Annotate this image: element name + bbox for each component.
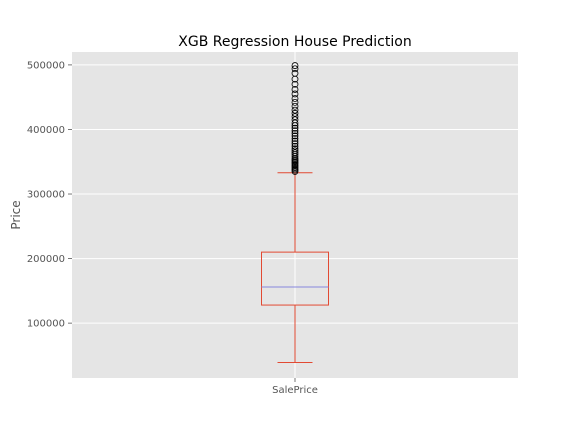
y-tick-label: 100000 [27, 319, 65, 330]
outlier-point [291, 145, 299, 153]
outlier-point [291, 149, 299, 157]
outlier-point [291, 116, 299, 124]
outlier-point [291, 137, 299, 145]
x-axis-ticks: SalePrice [272, 378, 318, 396]
outlier-point [291, 62, 299, 69]
outlier-point [291, 132, 299, 140]
outlier-point [291, 127, 299, 135]
y-tick-label: 500000 [27, 60, 65, 71]
outlier-point [291, 80, 299, 88]
outlier-point [291, 86, 299, 93]
outlier-point [291, 119, 299, 127]
chart-title: XGB Regression House Prediction [178, 34, 411, 50]
outlier-point [291, 142, 299, 150]
outlier-point [291, 140, 299, 148]
outlier-point [291, 129, 299, 137]
outlier-point [291, 102, 299, 110]
y-tick-label: 400000 [27, 125, 65, 136]
x-tick-label: SalePrice [272, 385, 318, 396]
outlier-point [291, 65, 299, 73]
boxplot [261, 172, 329, 364]
outlier-point [291, 147, 299, 155]
outlier-point [291, 90, 299, 98]
outlier-point [291, 95, 299, 102]
y-tick-label: 300000 [27, 190, 65, 201]
outliers [291, 62, 299, 175]
outlier-point [291, 113, 299, 120]
outlier-point [291, 69, 299, 77]
outlier-point [291, 106, 299, 114]
outlier-point [291, 109, 299, 117]
outlier-point [291, 98, 299, 106]
outlier-point [291, 135, 299, 142]
outlier-point [291, 124, 299, 132]
y-tick-label: 200000 [27, 254, 65, 265]
y-axis-label: Price [9, 200, 23, 229]
y-axis-ticks: 100000 200000 300000 400000 500000 [27, 60, 72, 330]
